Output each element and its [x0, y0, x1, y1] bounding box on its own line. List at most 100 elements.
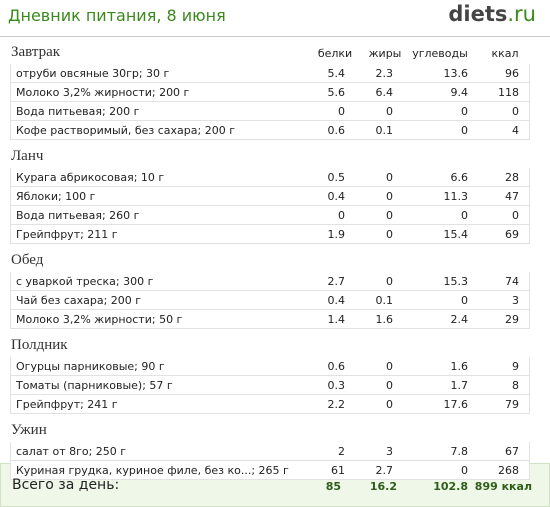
food-value: 0	[386, 105, 393, 118]
food-value: 0	[461, 464, 468, 477]
food-value: 0	[386, 228, 393, 241]
food-value: 1.4	[327, 313, 346, 326]
food-value: 0	[386, 360, 393, 373]
row-box	[10, 121, 530, 140]
food-name: Вода питьевая; 200 г	[16, 105, 140, 118]
food-value: 3	[386, 445, 393, 458]
row-box	[10, 187, 530, 206]
food-value: 0.4	[327, 294, 346, 307]
column-header: ккал	[491, 47, 519, 60]
food-value: 0	[461, 294, 468, 307]
food-value: 79	[505, 398, 519, 411]
section-title: Завтрак	[11, 44, 61, 60]
food-value: 4	[512, 124, 519, 137]
food-value: 67	[505, 445, 519, 458]
food-value: 8	[512, 379, 519, 392]
section-title: Обед	[11, 252, 44, 268]
food-value: 0	[512, 105, 519, 118]
food-value: 0	[461, 124, 468, 137]
food-name: Грейпфрут; 241 г	[16, 398, 118, 411]
row-box	[10, 206, 530, 225]
food-value: 1.6	[375, 313, 394, 326]
row-box	[10, 442, 530, 461]
food-value: 2.7	[375, 464, 394, 477]
food-value: 17.6	[443, 398, 469, 411]
food-value: 15.3	[443, 275, 469, 288]
food-name: Томаты (парниковые); 57 г	[16, 379, 173, 392]
food-value: 1.7	[450, 379, 469, 392]
food-value: 2	[338, 445, 345, 458]
food-name: Курага абрикосовая; 10 г	[16, 171, 165, 184]
food-value: 0.6	[327, 360, 346, 373]
food-value: 0	[461, 209, 468, 222]
column-header: углеводы	[412, 47, 468, 60]
food-name: салат от 8го; 250 г	[16, 445, 127, 458]
food-value: 0.4	[327, 190, 346, 203]
food-name: Вода питьевая; 260 г	[16, 209, 140, 222]
row-box	[10, 102, 530, 121]
food-value: 69	[505, 228, 519, 241]
food-value: 13.6	[443, 67, 469, 80]
food-name: отруби овсяные 30гр; 30 г	[16, 67, 170, 80]
food-value: 0.5	[327, 171, 346, 184]
food-value: 0.1	[375, 124, 394, 137]
totals-label: Всего за день:	[12, 477, 120, 493]
food-value: 2.7	[327, 275, 346, 288]
food-value: 0	[461, 105, 468, 118]
section-title: Ланч	[11, 148, 44, 164]
food-value: 6.4	[375, 86, 394, 99]
food-value: 0	[386, 275, 393, 288]
food-value: 29	[505, 313, 519, 326]
food-value: 0	[512, 209, 519, 222]
food-name: Грейпфрут; 211 г	[16, 228, 118, 241]
total-value: 16.2	[369, 480, 397, 493]
food-value: 28	[505, 171, 519, 184]
food-value: 74	[505, 275, 519, 288]
section-title: Ужин	[11, 422, 47, 438]
food-value: 0.3	[327, 379, 346, 392]
food-value: 1.9	[327, 228, 346, 241]
food-value: 0.1	[375, 294, 394, 307]
food-value: 0	[338, 209, 345, 222]
food-value: 6.6	[450, 171, 469, 184]
food-value: 0	[386, 209, 393, 222]
row-box	[10, 310, 530, 329]
row-box	[10, 225, 530, 244]
row-box	[10, 64, 530, 83]
food-value: 2.4	[450, 313, 469, 326]
food-value: 0	[386, 398, 393, 411]
food-value: 2.3	[375, 67, 394, 80]
food-value: 9	[512, 360, 519, 373]
food-value: 61	[331, 464, 345, 477]
food-value: 9.4	[450, 86, 469, 99]
row-box	[10, 376, 530, 395]
food-name: с уваркой треска; 300 г	[16, 275, 154, 288]
row-box	[10, 83, 530, 102]
food-value: 0	[386, 171, 393, 184]
section-title: Полдник	[11, 337, 68, 353]
row-box	[10, 357, 530, 376]
food-value: 2.2	[327, 398, 346, 411]
column-header: жиры	[368, 47, 402, 60]
food-value: 47	[505, 190, 519, 203]
food-value: 7.8	[450, 445, 469, 458]
food-value: 0.6	[327, 124, 346, 137]
logo-suffix: .ru	[507, 2, 536, 26]
logo-text: diets	[448, 2, 508, 26]
food-value: 5.6	[327, 86, 346, 99]
food-value: 118	[498, 86, 519, 99]
total-value: 899 ккал	[474, 480, 532, 493]
row-box	[10, 395, 530, 414]
divider	[0, 36, 550, 37]
food-value: 0	[338, 105, 345, 118]
row-box	[10, 168, 530, 187]
food-value: 0	[386, 190, 393, 203]
food-value: 96	[505, 67, 519, 80]
food-name: Яблоки; 100 г	[16, 190, 96, 203]
food-name: Чай без сахара; 200 г	[16, 294, 142, 307]
food-value: 3	[512, 294, 519, 307]
food-value: 268	[498, 464, 519, 477]
food-name: Молоко 3,2% жирности; 200 г	[16, 86, 190, 99]
food-name: Огурцы парниковые; 90 г	[16, 360, 165, 373]
